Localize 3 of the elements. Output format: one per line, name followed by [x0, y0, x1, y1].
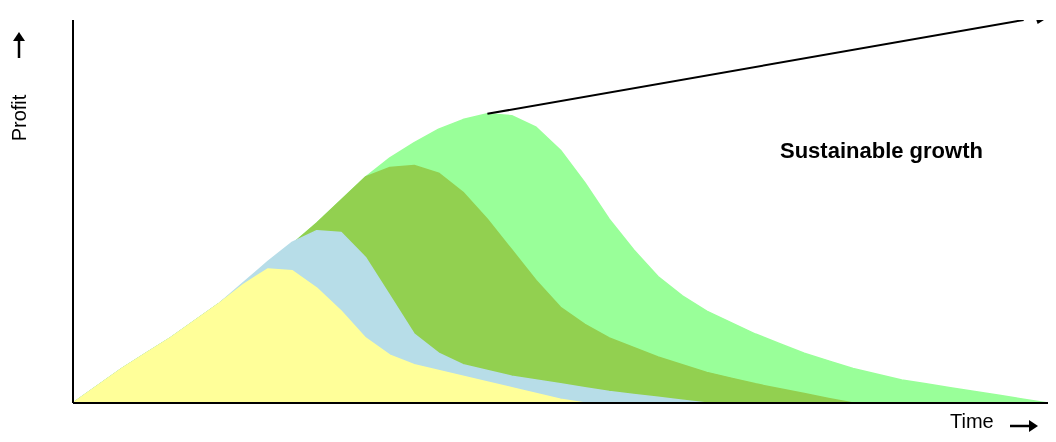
- x-axis-title: Time: [950, 410, 994, 433]
- annotation: Sustainable growth: [780, 138, 983, 164]
- y-axis-title: Profit: [8, 94, 31, 142]
